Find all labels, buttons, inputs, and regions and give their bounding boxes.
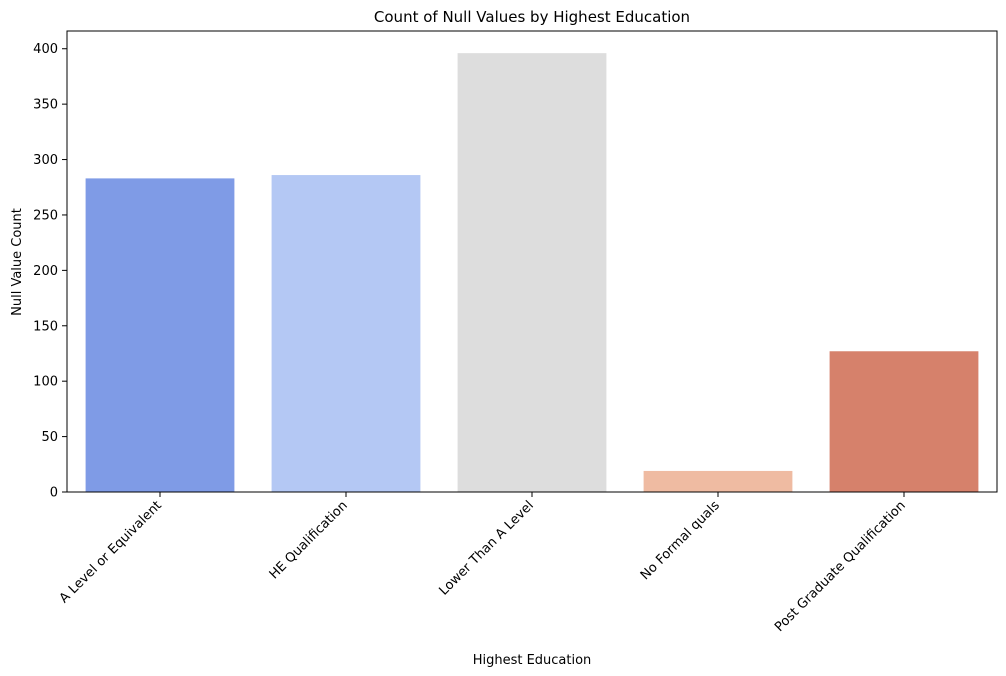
y-tick-label-1: 50 (41, 430, 58, 445)
bar-0 (85, 178, 235, 492)
x-tick-label-1: HE Qualification (267, 498, 351, 582)
y-tick-label-8: 400 (33, 42, 58, 57)
bar-1 (271, 175, 421, 492)
plot-frame (66, 30, 998, 493)
x-axis-ticks: A Level or Equivalent HE Qualification Low… (57, 492, 909, 635)
y-tick-label-6: 300 (33, 153, 58, 168)
y-axis-label: Null Value Count (10, 208, 25, 316)
x-tick-label-0: A Level or Equivalent (57, 498, 165, 606)
y-axis-ticks: 0 50 100 150 200 250 300 350 400 (33, 42, 67, 501)
y-tick-label-2: 100 (33, 375, 58, 390)
y-tick-label-3: 150 (33, 319, 58, 334)
bar-3 (643, 470, 793, 492)
bar-2 (457, 53, 607, 492)
bars-group (85, 53, 979, 492)
x-tick-label-3: No Formal quals (638, 498, 723, 583)
y-tick-label-5: 250 (33, 208, 58, 223)
x-tick-label-2: Lower Than A Level (436, 498, 536, 598)
bar-4 (829, 351, 979, 492)
y-tick-label-4: 200 (33, 264, 58, 279)
y-tick-label-0: 0 (50, 486, 58, 501)
x-axis-label: Highest Education (473, 653, 592, 668)
x-tick-label-4: Post Graduate Qualification (772, 498, 909, 635)
y-tick-label-7: 350 (33, 98, 58, 113)
chart-title: Count of Null Values by Highest Educatio… (374, 8, 690, 26)
